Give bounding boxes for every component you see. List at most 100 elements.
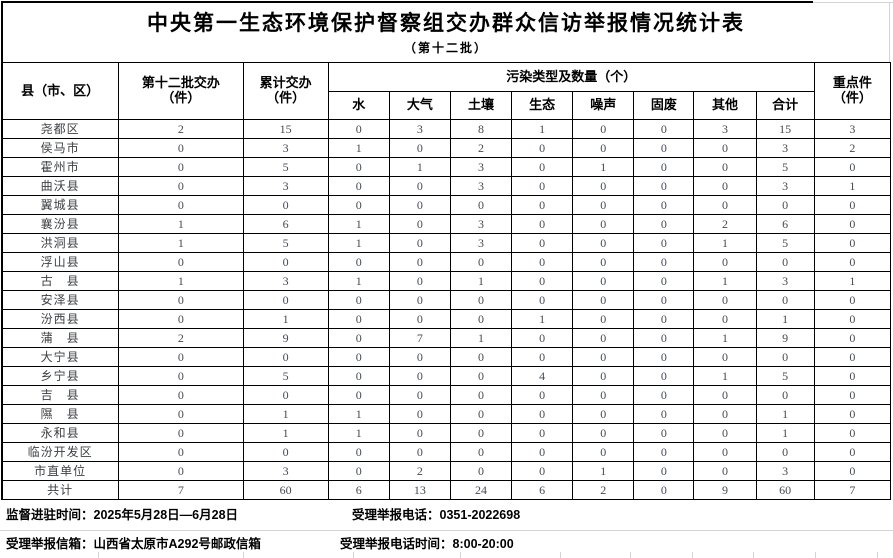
- cell-value: 0: [633, 252, 695, 272]
- cell-value: 0: [813, 404, 892, 424]
- cell-value: 0: [327, 328, 390, 348]
- gridline-stub: [353, 552, 354, 558]
- cell-value: 0: [449, 347, 513, 367]
- cell-value: 0: [327, 442, 390, 462]
- cell-value: 0: [693, 157, 757, 177]
- cell-value: 0: [388, 423, 451, 443]
- gridline-stub: [460, 552, 461, 558]
- cell-value: 7: [813, 480, 892, 500]
- cell-value: 0: [449, 252, 513, 272]
- cell-region-name: 吉 县: [0, 385, 120, 405]
- cell-value: 0: [242, 347, 329, 367]
- cell-value: 0: [511, 195, 574, 215]
- cell-value: 1: [693, 271, 757, 291]
- table-row: 翼城县 0 0 0 0 0 0 0 0 0 0 0: [0, 195, 892, 215]
- cell-value: 0: [511, 176, 574, 196]
- cell-value: 3: [755, 176, 815, 196]
- cell-value: 6: [242, 214, 329, 234]
- cell-value: 0: [118, 442, 244, 462]
- cell-value: 5: [242, 233, 329, 253]
- cell-value: 1: [118, 214, 244, 234]
- cell-value: 5: [755, 233, 815, 253]
- cell-value: 0: [633, 328, 695, 348]
- gridline-stub: [877, 552, 878, 558]
- header-solid-waste: 固废: [633, 91, 695, 120]
- report-mailbox: 受理举报信箱：山西省太原市A292号邮政信箱: [6, 531, 261, 557]
- cell-region-name: 侯马市: [0, 138, 120, 158]
- cell-value: 0: [693, 461, 757, 481]
- cell-value: 0: [511, 271, 574, 291]
- cell-value: 0: [633, 309, 695, 329]
- cell-value: 0: [633, 271, 695, 291]
- cell-value: 1: [327, 423, 390, 443]
- cell-value: 0: [118, 290, 244, 310]
- cell-value: 1: [118, 233, 244, 253]
- cell-value: 0: [118, 309, 244, 329]
- cell-value: 1: [755, 309, 815, 329]
- page-subtitle: （第十二批）: [403, 41, 488, 55]
- cell-value: 0: [118, 347, 244, 367]
- cell-value: 1: [118, 271, 244, 291]
- cell-value: 2: [813, 138, 892, 158]
- header-subtotal: 合计: [755, 91, 815, 120]
- header-row-1: 县（市、区） 第十二批交办 （件） 累计交办 （件） 污染类型及数量（个） 重点…: [0, 62, 892, 120]
- cell-value: 0: [633, 461, 695, 481]
- cell-value: 0: [327, 366, 390, 386]
- cell-value: 0: [327, 347, 390, 367]
- cell-value: 0: [572, 442, 635, 462]
- cell-value: 0: [327, 119, 390, 139]
- cell-value: 0: [755, 385, 815, 405]
- cell-value: 0: [572, 119, 635, 139]
- cell-value: 0: [118, 423, 244, 443]
- cell-value: 1: [572, 157, 635, 177]
- cell-value: 0: [388, 442, 451, 462]
- cell-value: 0: [388, 214, 451, 234]
- cell-value: 0: [118, 157, 244, 177]
- cell-value: 0: [633, 385, 695, 405]
- cell-value: 15: [755, 119, 815, 139]
- table-row: 侯马市 0 3 1 0 2 0 0 0 0 3 2: [0, 138, 892, 158]
- cell-value: 1: [755, 423, 815, 443]
- cell-value: 0: [633, 119, 695, 139]
- cell-region-name: 蒲 县: [0, 328, 120, 348]
- cell-value: 1: [327, 404, 390, 424]
- table-body: 尧都区 2 15 0 3 8 1 0 0 3 15 3 侯马市 0 3 1 0 2 0 0 0 0 3 2 霍州市 0 5 0 1 3 0 1…: [0, 119, 892, 500]
- cell-value: 3: [813, 119, 892, 139]
- cell-region-name: 霍州市: [0, 157, 120, 177]
- header-other: 其他: [693, 91, 757, 120]
- gridline-stub: [753, 552, 754, 558]
- cell-value: 24: [449, 480, 513, 500]
- cell-value: 0: [813, 233, 892, 253]
- cell-value: 0: [242, 252, 329, 272]
- cell-value: 0: [693, 404, 757, 424]
- cell-value: 1: [511, 309, 574, 329]
- cell-value: 0: [118, 176, 244, 196]
- table-row: 安泽县 0 0 0 0 0 0 0 0 0 0 0: [0, 290, 892, 310]
- cell-value: 0: [572, 328, 635, 348]
- cell-region-name: 翼城县: [0, 195, 120, 215]
- cell-region-name: 尧都区: [0, 119, 120, 139]
- table-row: 曲沃县 0 3 0 0 3 0 0 0 0 3 1: [0, 176, 892, 196]
- cell-value: 0: [813, 328, 892, 348]
- cell-region-name: 安泽县: [0, 290, 120, 310]
- cell-value: 0: [633, 347, 695, 367]
- cell-value: 0: [511, 328, 574, 348]
- cell-value: 0: [572, 195, 635, 215]
- cell-value: 1: [572, 461, 635, 481]
- cell-value: 0: [813, 252, 892, 272]
- gridline-stub: [243, 552, 244, 558]
- cell-value: 9: [242, 328, 329, 348]
- table-row: 汾西县 0 1 0 0 0 1 0 0 0 1 0: [0, 309, 892, 329]
- cell-value: 1: [327, 138, 390, 158]
- cell-value: 0: [633, 290, 695, 310]
- cell-value: 0: [511, 442, 574, 462]
- cell-value: 0: [242, 195, 329, 215]
- cell-value: 0: [813, 290, 892, 310]
- cell-value: 0: [633, 366, 695, 386]
- cell-region-name: 市直单位: [0, 461, 120, 481]
- cell-value: 2: [388, 461, 451, 481]
- cell-value: 0: [449, 195, 513, 215]
- cell-value: 4: [511, 366, 574, 386]
- cell-value: 0: [633, 423, 695, 443]
